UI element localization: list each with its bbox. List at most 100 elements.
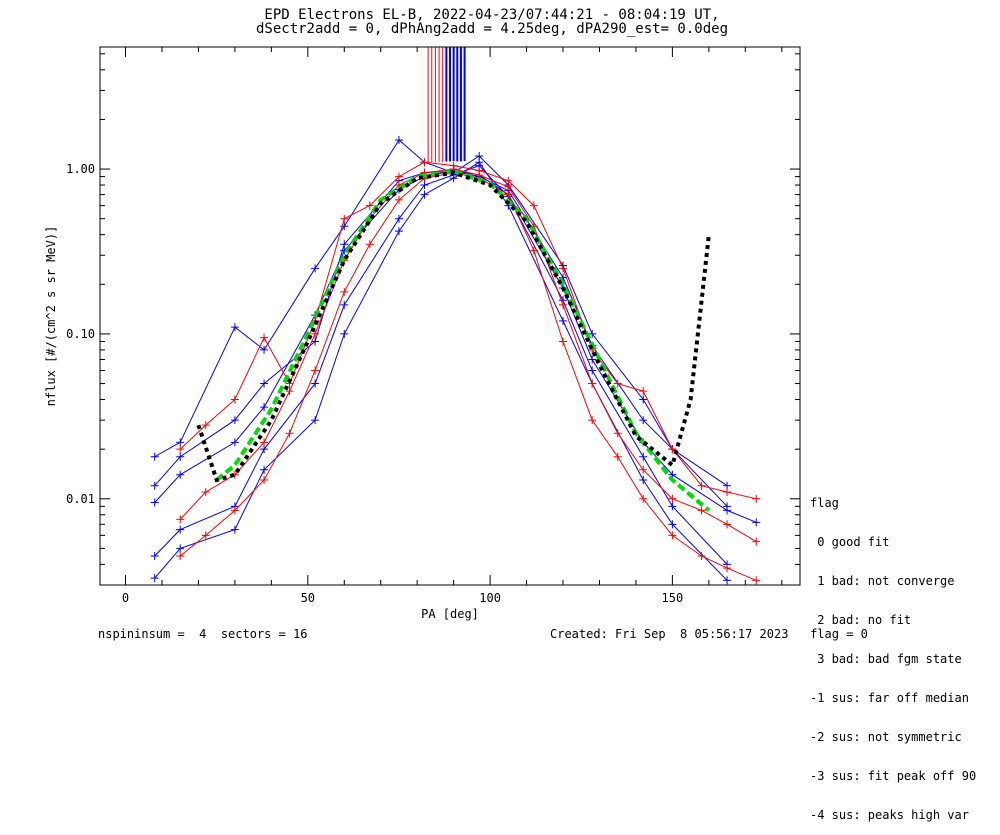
series-point-6-21	[752, 494, 761, 503]
series-point-6-16	[613, 379, 622, 388]
series-point-7-12	[504, 190, 513, 199]
series-point-6-0	[176, 445, 185, 454]
series-point-5-19	[697, 506, 706, 515]
series-point-5-5	[311, 329, 320, 338]
y-tick-label-0: 0.01	[66, 492, 95, 506]
series-point-6-6	[340, 214, 349, 223]
chart-title: EPD Electrons EL-B, 2022-04-23/07:44:21 …	[264, 7, 720, 23]
series-point-6-1	[201, 421, 210, 430]
axis-layer: 0 50 100 150 0.01 0.10 1.00	[66, 47, 800, 605]
series-point-4-1	[176, 544, 185, 553]
series-point-1-2	[230, 323, 239, 332]
series-point-6-11	[475, 166, 484, 175]
series-point-6-19	[697, 481, 706, 490]
series-layer	[150, 47, 761, 585]
series-point-4-5	[340, 329, 349, 338]
series-point-0-2	[230, 438, 239, 447]
chart-canvas: 0 50 100 150 0.01 0.10 1.00 PA [deg] nflux [#/…	[44, 46, 801, 621]
plot-frame	[99, 46, 801, 586]
series-point-1-1	[176, 438, 185, 447]
chart-subtitle: dSectr2add = 0, dPhAng2add = 4.25deg, dP…	[255, 21, 728, 37]
legend-item-7: -4 sus: peaks high var	[810, 808, 969, 822]
series-point-5-1	[201, 487, 210, 496]
series-point-6-12	[504, 176, 513, 185]
series-point-6-14	[559, 264, 568, 273]
series-point-2-6	[394, 214, 403, 223]
series-point-5-18	[668, 494, 677, 503]
legend-title: flag	[810, 496, 839, 510]
legend-item-3: 3 bad: bad fgm state	[810, 652, 962, 666]
series-line-2	[154, 165, 728, 565]
series-point-0-3	[260, 403, 269, 412]
fit-layer	[196, 169, 711, 512]
series-point-2-14	[668, 502, 677, 511]
series-point-1-13	[639, 395, 648, 404]
legend-item-6: -3 sus: fit peak off 90	[810, 769, 977, 783]
series-point-7-17	[639, 494, 648, 503]
series-point-0-12	[588, 355, 597, 364]
series-point-6-17	[639, 387, 648, 396]
series-point-4-14	[668, 520, 677, 529]
series-point-7-15	[588, 416, 597, 425]
series-line-1	[154, 139, 728, 487]
y-axis-label: nflux [#/(cm^2 s sr MeV)]	[44, 226, 58, 407]
series-point-3-2	[230, 416, 239, 425]
series-point-6-9	[420, 158, 429, 167]
series-point-7-14	[559, 337, 568, 346]
series-point-7-2	[230, 506, 239, 515]
series-point-2-3	[260, 445, 269, 454]
series-point-4-13	[639, 476, 648, 485]
legend-item-0: 0 good fit	[810, 535, 890, 549]
series-point-4-3	[260, 465, 269, 474]
series-point-4-0	[150, 574, 159, 583]
footer-info: nspininsum = 4 sectors = 16	[98, 627, 308, 641]
series-point-5-14	[559, 300, 568, 309]
series-point-6-10	[449, 161, 458, 170]
series-point-7-18	[668, 531, 677, 540]
series-point-3-0	[150, 481, 159, 490]
series-point-7-8	[394, 195, 403, 204]
series-point-3-5	[340, 240, 349, 249]
legend-item-5: -2 sus: not symmetric	[810, 730, 962, 744]
series-point-7-5	[311, 366, 320, 375]
series-0	[150, 166, 761, 527]
series-point-1-6	[394, 136, 403, 145]
series-point-5-17	[639, 465, 648, 474]
series-point-7-3	[260, 476, 269, 485]
series-point-4-6	[394, 227, 403, 236]
series-point-7-20	[723, 564, 732, 573]
footer-created: Created: Fri Sep 8 05:56:17 2023 flag = …	[550, 627, 868, 641]
series-line-5	[179, 168, 757, 543]
series-point-7-6	[340, 287, 349, 296]
series-point-4-11	[559, 316, 568, 325]
series-point-5-4	[285, 387, 294, 396]
series-point-6-7	[365, 201, 374, 210]
series-point-2-12	[588, 366, 597, 375]
series-point-5-0	[176, 515, 185, 524]
series-line-7	[179, 172, 757, 581]
series-point-7-1	[201, 531, 210, 540]
series-point-6-8	[394, 172, 403, 181]
series-point-1-4	[311, 264, 320, 273]
series-point-5-21	[752, 537, 761, 546]
series-1	[150, 136, 732, 490]
y-tick-label-1: 0.10	[66, 327, 95, 341]
legend-item-4: -1 sus: far off median	[810, 691, 969, 705]
series-point-6-2	[230, 395, 239, 404]
series-point-7-21	[752, 576, 761, 585]
series-point-4-7	[420, 190, 429, 199]
series-point-0-1	[176, 470, 185, 479]
series-point-4-4	[311, 416, 320, 425]
series-line-6	[179, 161, 757, 500]
series-4	[150, 158, 732, 585]
x-tick-label-2: 100	[479, 591, 501, 605]
series-point-2-4	[311, 379, 320, 388]
series-5	[176, 165, 761, 546]
legend: flag 0 good fit 1 bad: not converge 2 ba…	[810, 471, 976, 835]
series-point-5-15	[588, 379, 597, 388]
y-tick-label-2: 1.00	[66, 162, 95, 176]
series-point-5-20	[723, 520, 732, 529]
series-point-4-2	[230, 525, 239, 534]
series-point-3-13	[639, 416, 648, 425]
series-point-1-3	[260, 345, 269, 354]
